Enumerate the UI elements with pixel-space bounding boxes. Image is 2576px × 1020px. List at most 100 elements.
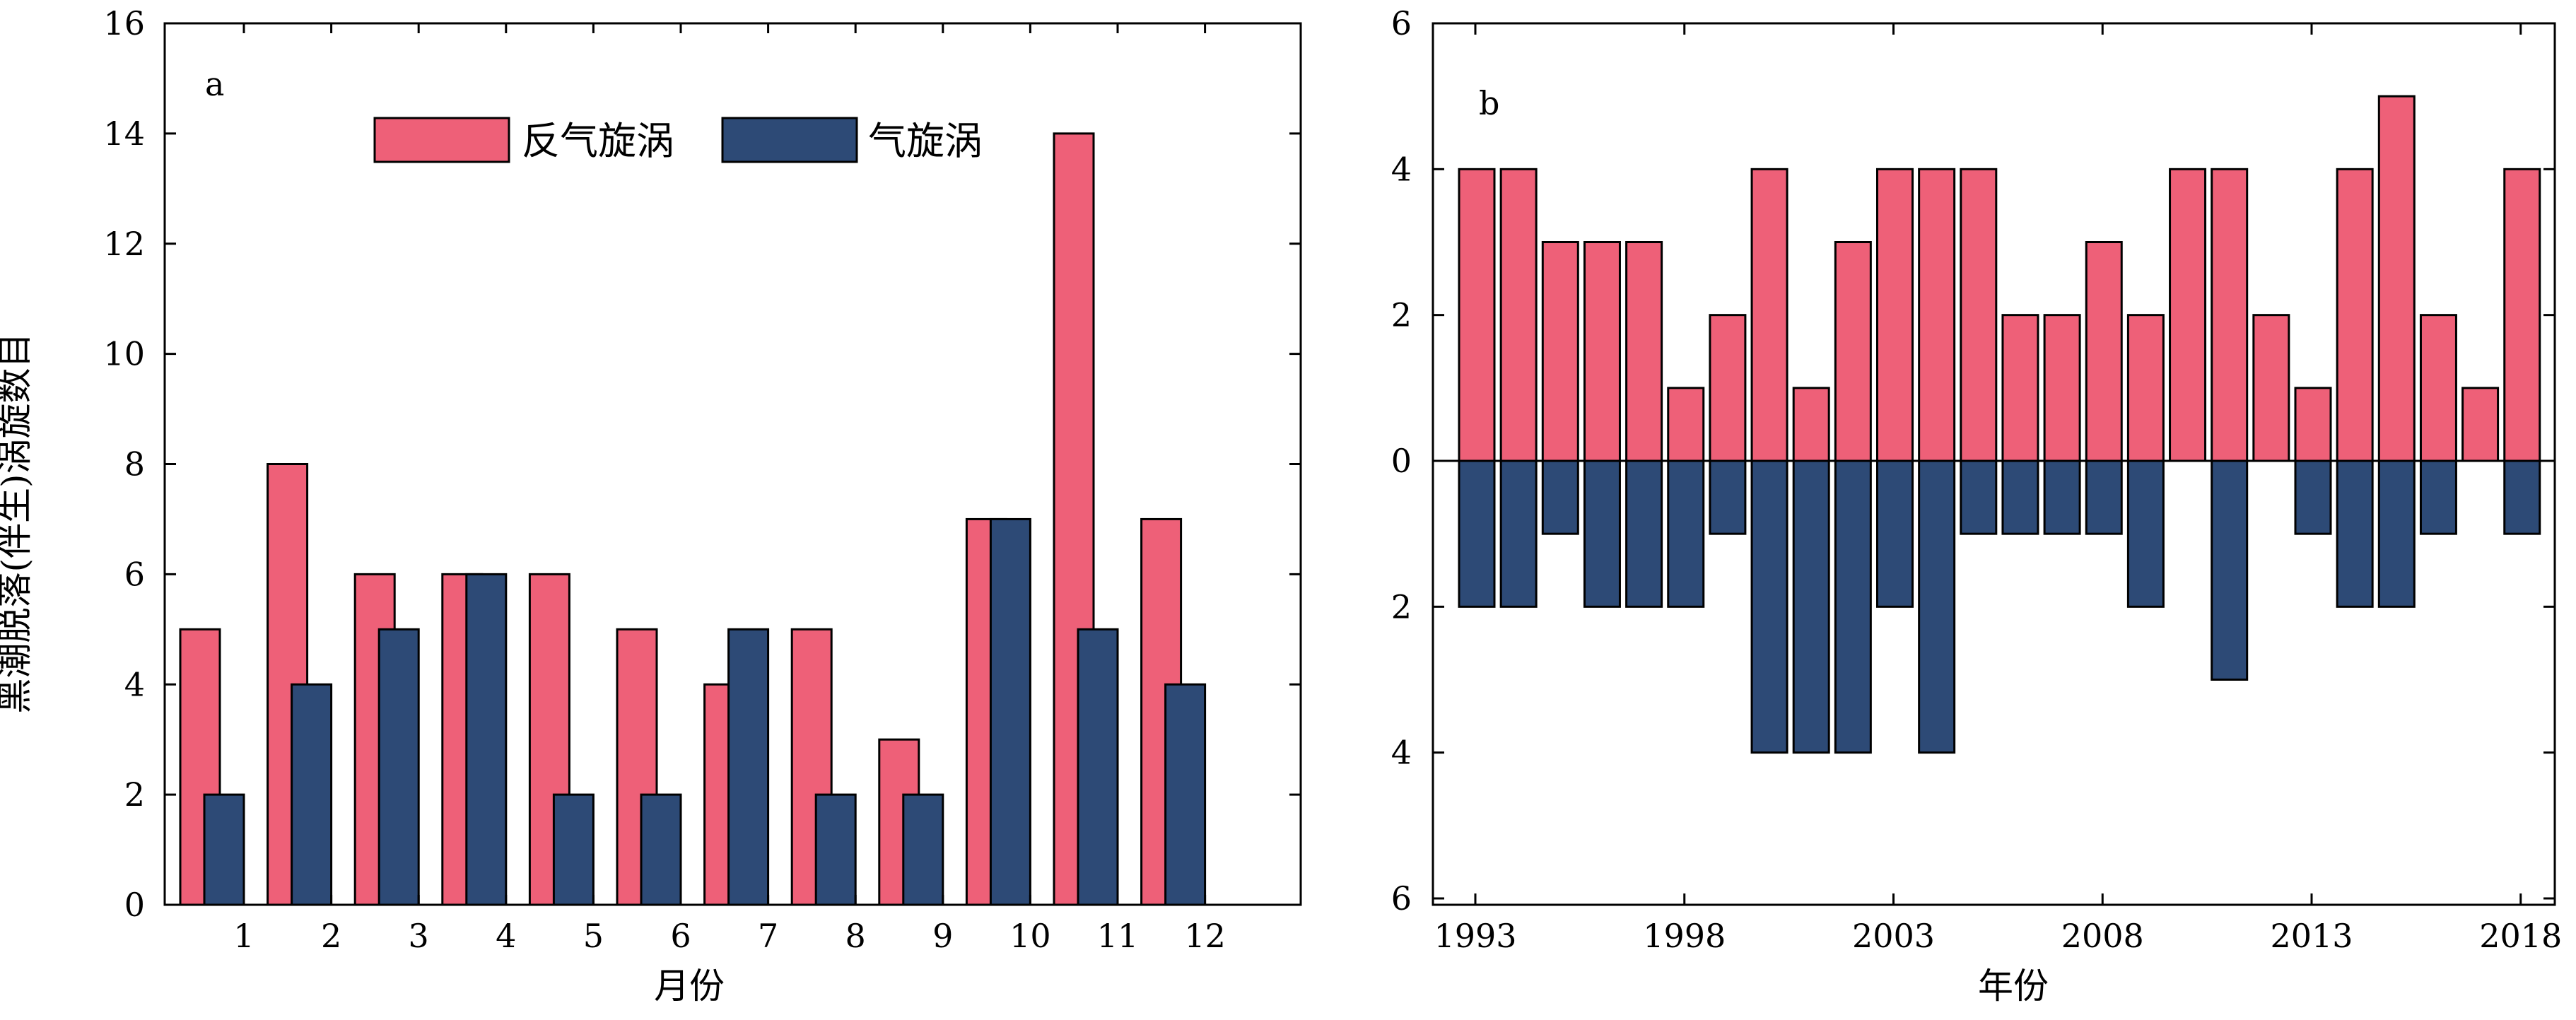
- bar-cyclone-year: [1834, 459, 1872, 754]
- bar-cyclone-month: [727, 628, 770, 906]
- bar-anticyclone-year: [1960, 168, 1998, 462]
- bar-anticyclone-year: [2503, 168, 2541, 462]
- x-tick-label: 11: [1097, 917, 1139, 955]
- x-tick-label: 6: [670, 917, 691, 955]
- bar-anticyclone-year: [1792, 387, 1830, 462]
- bar-cyclone-year: [2336, 459, 2374, 608]
- bar-cyclone-year: [1918, 459, 1956, 754]
- bar-anticyclone-year: [2336, 168, 2374, 462]
- x-tick-label: 1993: [1434, 917, 1516, 955]
- bar-anticyclone-year: [2294, 387, 2332, 462]
- panel-label: a: [205, 65, 224, 103]
- x-tick-label: 7: [758, 917, 778, 955]
- bar-anticyclone-year: [1583, 241, 1621, 462]
- bar-anticyclone-year: [1458, 168, 1496, 462]
- y-tick-label: 2: [1391, 296, 1412, 334]
- bar-cyclone-year: [1541, 459, 1579, 535]
- bar-anticyclone-year: [2043, 314, 2081, 462]
- x-axis-label: 月份: [654, 966, 725, 1007]
- bar-anticyclone-year: [1834, 241, 1872, 462]
- bar-anticyclone-year: [1625, 241, 1663, 462]
- x-tick-label: 8: [845, 917, 866, 955]
- bar-anticyclone-year: [1876, 168, 1914, 462]
- bar-cyclone-year: [2126, 459, 2165, 608]
- y-tick-label: 0: [124, 886, 145, 924]
- bar-cyclone-month: [1077, 628, 1119, 906]
- x-axis-label: 年份: [1978, 966, 2049, 1007]
- bar-cyclone-year: [2001, 459, 2039, 535]
- bar-cyclone-year: [2043, 459, 2081, 535]
- bar-anticyclone-year: [1709, 314, 1747, 462]
- bar-anticyclone-year: [2252, 314, 2290, 462]
- y-tick-label: 16: [103, 4, 145, 42]
- panel-b: 1993 1998 2003 2008 2013 2018 6 4 2 0 2 4 6 b 年份: [1391, 4, 2563, 1007]
- bar-anticyclone-year: [1750, 168, 1788, 462]
- bar-anticyclone-year: [2211, 168, 2249, 462]
- bar-cyclone-month: [902, 793, 944, 906]
- y-tick-label: 12: [103, 225, 145, 263]
- bar-cyclone-month: [552, 793, 595, 906]
- x-tick-label: 4: [496, 917, 516, 955]
- bar-cyclone-month: [465, 573, 508, 906]
- bar-cyclone-year: [1583, 459, 1621, 608]
- y-tick-label: 4: [1391, 150, 1412, 188]
- bar-cyclone-year: [1458, 459, 1496, 608]
- bar-anticyclone-year: [2085, 241, 2123, 462]
- bar-cyclone-year: [1625, 459, 1663, 608]
- bar-cyclone-year: [1960, 459, 1998, 535]
- plot-frame: [163, 22, 1302, 906]
- legend-label-cyclone: 气旋涡: [868, 119, 983, 163]
- y-tick-label: 4: [1391, 734, 1412, 772]
- x-tick-label: 12: [1184, 917, 1226, 955]
- x-tick-label: 1998: [1643, 917, 1726, 955]
- bar-anticyclone-year: [2001, 314, 2039, 462]
- bar-cyclone-month: [291, 683, 333, 906]
- bar-anticyclone-year: [1667, 387, 1705, 462]
- y-tick-label: 10: [103, 335, 145, 373]
- legend-swatch-anticyclone: [373, 117, 510, 163]
- x-tick-label: 3: [409, 917, 429, 955]
- x-tick-label: 2: [321, 917, 341, 955]
- legend-label-anticyclone: 反气旋涡: [522, 119, 674, 163]
- bar-cyclone-month: [1164, 683, 1207, 906]
- y-tick-label: 14: [103, 115, 145, 153]
- bar-cyclone-year: [1709, 459, 1747, 535]
- x-tick-label: 10: [1009, 917, 1051, 955]
- bar-anticyclone-year: [1541, 241, 1579, 462]
- bar-cyclone-month: [377, 628, 420, 906]
- x-tick-label: 2018: [2479, 917, 2562, 955]
- y-tick-label: 2: [1391, 587, 1412, 626]
- bar-anticyclone-year: [2377, 95, 2416, 462]
- y-tick-label: 6: [1391, 4, 1412, 42]
- bar-cyclone-year: [2377, 459, 2416, 608]
- y-tick-label: 2: [124, 775, 145, 814]
- bar-cyclone-year: [2085, 459, 2123, 535]
- bar-anticyclone-month: [179, 628, 221, 906]
- y-axis-label: 黑潮脱落(伴生)涡旋数目: [0, 332, 35, 713]
- bar-cyclone-year: [1792, 459, 1830, 754]
- x-tick-label: 2013: [2270, 917, 2353, 955]
- bar-cyclone-year: [1876, 459, 1914, 608]
- bar-cyclone-year: [2503, 459, 2541, 535]
- bar-cyclone-year: [1667, 459, 1705, 608]
- bar-cyclone-year: [1750, 459, 1788, 754]
- bar-cyclone-month: [989, 517, 1031, 906]
- x-tick-label: 2003: [1852, 917, 1935, 955]
- x-tick-label: 9: [932, 917, 953, 955]
- bar-anticyclone-year: [2169, 168, 2207, 462]
- bar-cyclone-year: [2419, 459, 2457, 535]
- legend-swatch-cyclone: [721, 117, 858, 163]
- bar-anticyclone-year: [1499, 168, 1538, 462]
- x-tick-label: 5: [583, 917, 604, 955]
- x-tick-label: 2008: [2061, 917, 2144, 955]
- y-tick-label: 8: [124, 445, 145, 483]
- bar-cyclone-year: [2294, 459, 2332, 535]
- y-tick-label: 6: [124, 555, 145, 593]
- bar-anticyclone-year: [2419, 314, 2457, 462]
- x-tick-label: 1: [233, 917, 254, 955]
- bar-cyclone-year: [1499, 459, 1538, 608]
- panel-label: b: [1479, 84, 1499, 122]
- y-tick-label: 6: [1391, 879, 1412, 918]
